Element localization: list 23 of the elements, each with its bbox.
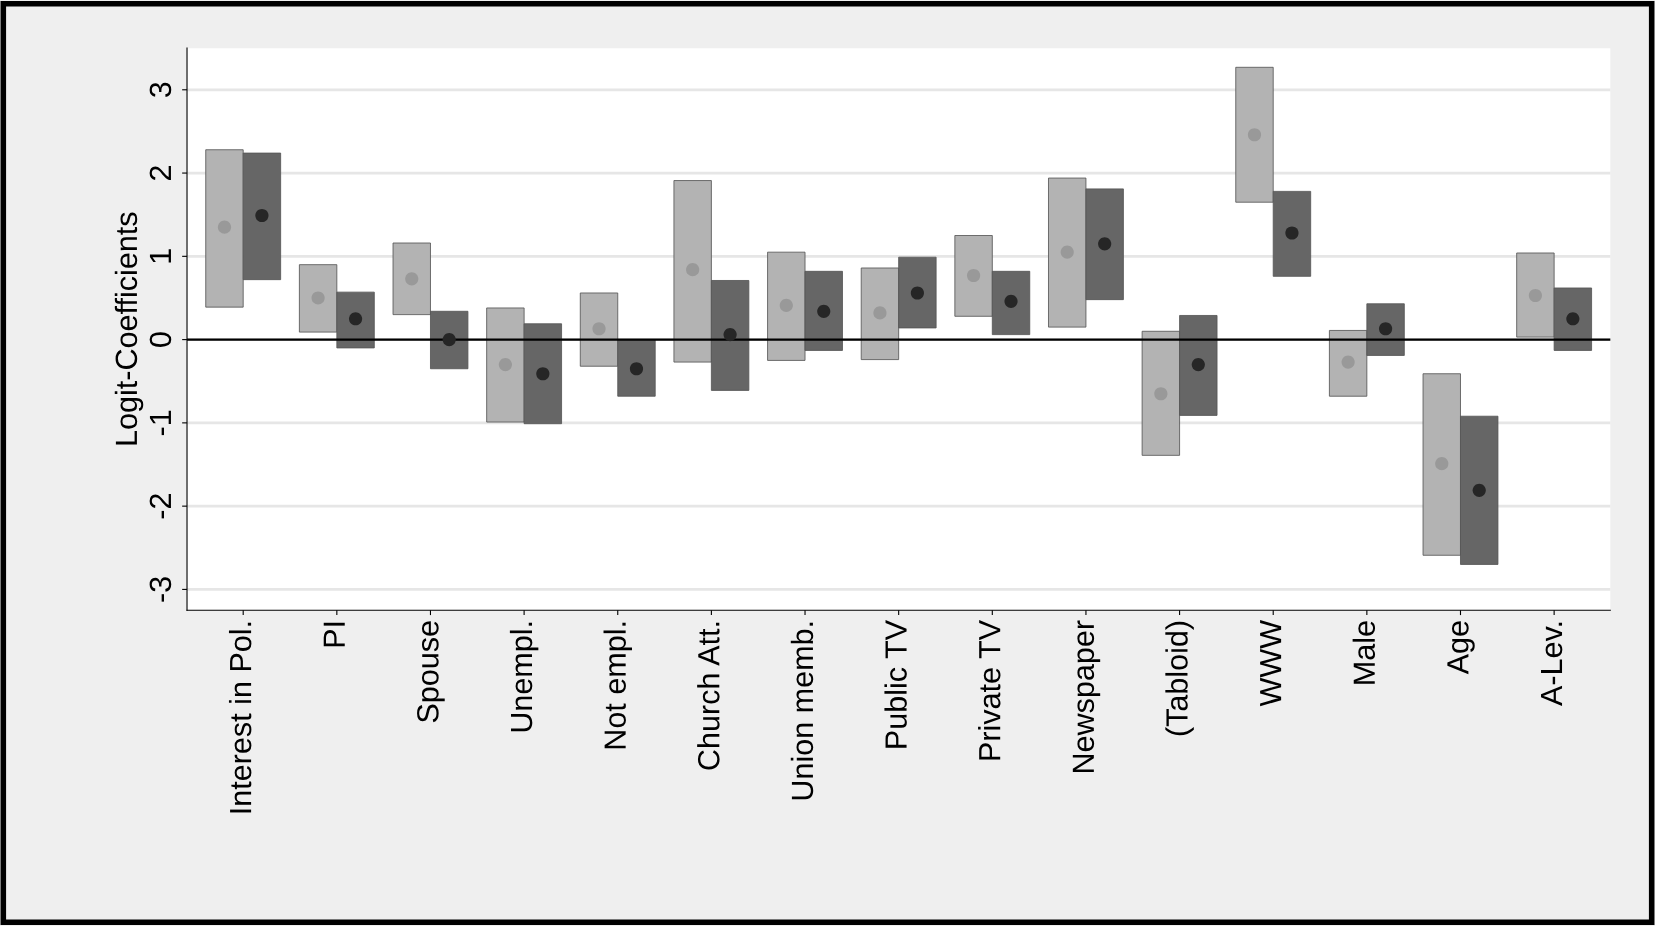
y-tick-label: -3 — [149, 577, 172, 602]
y-axis-title: Logit-Coefficients — [114, 212, 144, 445]
x-tick-label: Unempl. — [509, 622, 539, 732]
x-tick-label: Male — [1352, 621, 1376, 684]
x-tick-label: PI — [323, 622, 345, 647]
y-tick-label: 0 — [149, 332, 172, 347]
x-tick-label: Spouse — [417, 621, 445, 723]
y-tick-label: -2 — [149, 494, 171, 519]
x-tick-label: Interest in Pol. — [228, 622, 252, 813]
x-tick-label: Union memb. — [790, 622, 814, 800]
x-tick-label: WWW — [1260, 620, 1282, 707]
x-tick-label: Not empl. — [603, 622, 632, 749]
y-tick-label: 1 — [149, 249, 171, 263]
x-tick-label: Private TV — [978, 620, 1001, 760]
x-tick-label: Public TV — [884, 620, 907, 748]
x-tick-label: A-Lev. — [1541, 622, 1563, 706]
x-tick-label: Age — [1447, 621, 1475, 675]
x-tick-label: (Tabloid) — [1165, 621, 1194, 736]
y-tick-label: 2 — [149, 166, 171, 181]
x-tick-label: Newspaper — [1072, 620, 1101, 772]
x-tick-label: Church Att. — [697, 622, 720, 770]
y-tick-label: -1 — [149, 410, 171, 436]
y-tick-label: 3 — [149, 82, 172, 98]
